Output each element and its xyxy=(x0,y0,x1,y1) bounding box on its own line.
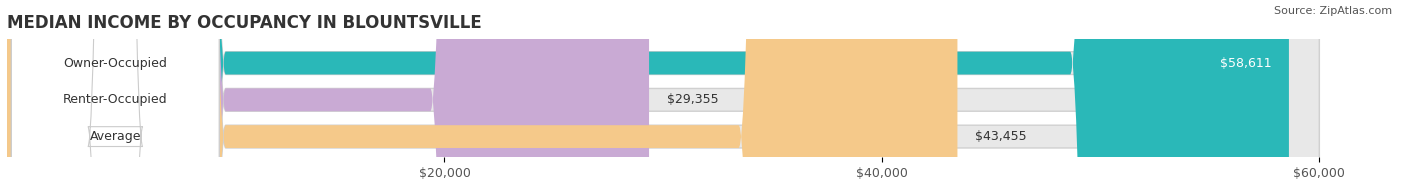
Text: $43,455: $43,455 xyxy=(974,130,1026,143)
FancyBboxPatch shape xyxy=(11,0,219,196)
FancyBboxPatch shape xyxy=(7,0,1289,196)
Text: $58,611: $58,611 xyxy=(1220,57,1271,70)
FancyBboxPatch shape xyxy=(11,0,219,196)
FancyBboxPatch shape xyxy=(7,0,1319,196)
FancyBboxPatch shape xyxy=(7,0,1319,196)
Text: Owner-Occupied: Owner-Occupied xyxy=(63,57,167,70)
Text: $29,355: $29,355 xyxy=(666,93,718,106)
Text: Renter-Occupied: Renter-Occupied xyxy=(63,93,167,106)
FancyBboxPatch shape xyxy=(11,0,219,196)
FancyBboxPatch shape xyxy=(7,0,650,196)
Text: Source: ZipAtlas.com: Source: ZipAtlas.com xyxy=(1274,6,1392,16)
FancyBboxPatch shape xyxy=(7,0,1319,196)
Text: Average: Average xyxy=(90,130,141,143)
Text: MEDIAN INCOME BY OCCUPANCY IN BLOUNTSVILLE: MEDIAN INCOME BY OCCUPANCY IN BLOUNTSVIL… xyxy=(7,14,482,32)
FancyBboxPatch shape xyxy=(7,0,957,196)
